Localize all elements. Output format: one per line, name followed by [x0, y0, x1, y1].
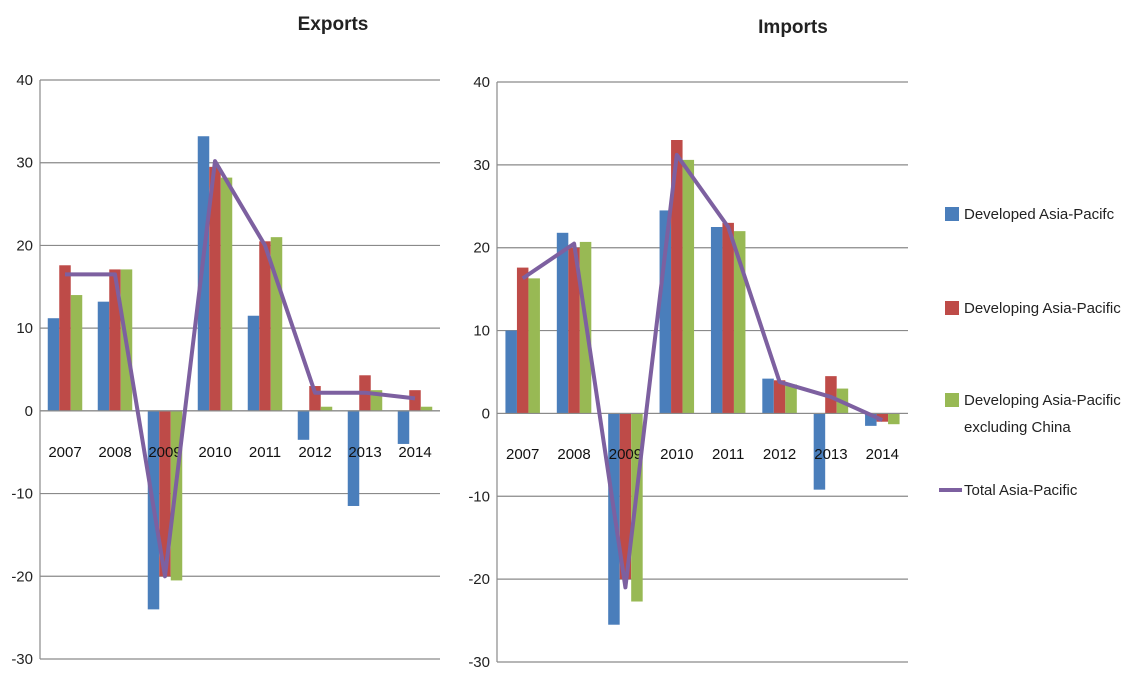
bar [409, 390, 421, 411]
legend-label: Developing Asia-Pacific [964, 300, 1121, 317]
bar [517, 268, 529, 414]
bar [683, 160, 695, 414]
legend-swatch [945, 393, 959, 407]
y-tick-label: 40 [473, 74, 490, 91]
x-tick-label: 2013 [348, 444, 381, 461]
bar [785, 384, 797, 413]
bar [298, 411, 310, 440]
y-tick-label: -10 [11, 486, 33, 503]
y-tick-label: 30 [473, 157, 490, 174]
x-tick-label: 2010 [660, 446, 693, 463]
y-tick-label: 40 [16, 72, 33, 89]
bar [528, 278, 540, 413]
legend-label-line: Developing Asia-Pacific [964, 392, 1121, 409]
bar [221, 178, 233, 411]
bar [711, 227, 723, 413]
x-tick-label: 2014 [398, 444, 431, 461]
bar [888, 413, 900, 424]
x-tick-label: 2011 [712, 446, 744, 463]
bar [98, 302, 110, 411]
legend-label-line: Developing Asia-Pacific [964, 300, 1121, 317]
bar [762, 379, 774, 414]
x-tick-label: 2007 [48, 444, 81, 461]
legend-label: Developed Asia-Pacifc [964, 206, 1115, 223]
x-tick-label: 2009 [609, 446, 642, 463]
legend: Developed Asia-Pacifc Developing Asia-Pac… [939, 206, 1121, 499]
bar [48, 318, 60, 411]
x-tick-label: 2010 [198, 444, 231, 461]
chart-title: Exports [298, 14, 369, 35]
y-tick-label: 0 [25, 403, 33, 420]
legend-label-line: Total Asia-Pacific [964, 482, 1078, 499]
y-tick-label: -20 [468, 571, 490, 588]
bar [557, 233, 569, 414]
bar [259, 241, 271, 411]
x-tick-label: 2012 [763, 446, 796, 463]
y-tick-label: 0 [482, 405, 490, 422]
legend-swatch [945, 207, 959, 221]
bar [421, 407, 433, 411]
bar [722, 223, 734, 414]
legend-label: Developing Asia-Pacific excluding China [964, 392, 1121, 436]
y-tick-label: -30 [468, 654, 490, 671]
bar [59, 265, 71, 411]
y-tick-label: 10 [16, 320, 33, 337]
x-tick-label: 2013 [814, 446, 847, 463]
x-tick-label: 2008 [557, 446, 590, 463]
y-tick-label: -10 [468, 488, 490, 505]
bar [321, 407, 333, 411]
y-tick-label: 20 [473, 240, 490, 257]
y-tick-label: 30 [16, 155, 33, 172]
legend-swatch [945, 301, 959, 315]
x-tick-label: 2012 [298, 444, 331, 461]
legend-label-line: excluding China [964, 419, 1071, 436]
bar [774, 380, 786, 413]
bar [248, 316, 260, 411]
x-tick-label: 2011 [249, 444, 281, 461]
y-tick-label: -20 [11, 568, 33, 585]
x-tick-label: 2014 [866, 446, 899, 463]
legend-label-line: Developed Asia-Pacifc [964, 206, 1115, 223]
bar [505, 331, 517, 414]
x-tick-label: 2008 [98, 444, 131, 461]
y-tick-label: 20 [16, 237, 33, 254]
y-tick-label: 10 [473, 323, 490, 340]
x-tick-label: 2009 [148, 444, 181, 461]
bar [71, 295, 83, 411]
legend-label: Total Asia-Pacific [964, 482, 1078, 499]
y-tick-label: -30 [11, 651, 33, 668]
bar [398, 411, 410, 444]
chart-title: Imports [758, 17, 828, 38]
x-tick-label: 2007 [506, 446, 539, 463]
